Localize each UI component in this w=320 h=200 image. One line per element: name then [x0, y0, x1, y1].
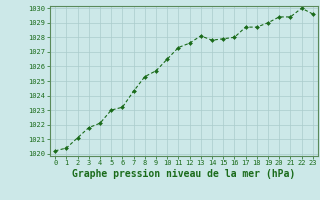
X-axis label: Graphe pression niveau de la mer (hPa): Graphe pression niveau de la mer (hPa): [72, 169, 296, 179]
